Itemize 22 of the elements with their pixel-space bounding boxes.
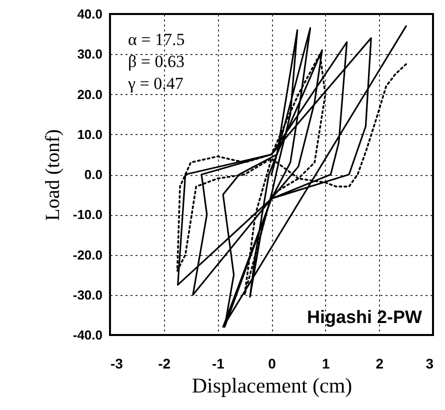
y-tick-label: 10.0 bbox=[77, 126, 102, 142]
annotation: γ = 0.47 bbox=[127, 74, 184, 93]
x-tick-label: 0 bbox=[268, 356, 276, 372]
y-axis-title: Load (tonf) bbox=[42, 129, 64, 221]
x-tick-label: -3 bbox=[110, 356, 124, 372]
x-tick-label: -2 bbox=[158, 356, 171, 372]
x-axis-title: Displacement (cm) bbox=[192, 374, 352, 398]
annotation: β = 0.63 bbox=[128, 52, 184, 71]
y-tick-label: -10.0 bbox=[72, 207, 102, 222]
y-tick-label: -40.0 bbox=[72, 328, 102, 342]
y-tick-label: -20.0 bbox=[72, 247, 102, 262]
x-tick-label: 3 bbox=[426, 356, 434, 372]
y-tick-label: -30.0 bbox=[72, 287, 102, 302]
y-tick-label: 20.0 bbox=[77, 86, 102, 102]
x-tick-label: 1 bbox=[322, 356, 330, 372]
x-tick-label: -1 bbox=[212, 356, 225, 372]
x-tick-label: 2 bbox=[376, 356, 384, 372]
y-tick-label: 30.0 bbox=[77, 46, 102, 62]
y-tick-label: 40.0 bbox=[77, 6, 102, 22]
annotation: Higashi 2-PW bbox=[306, 307, 422, 327]
annotation: α = 17.5 bbox=[128, 30, 185, 49]
y-tick-label: 0.0 bbox=[84, 167, 102, 182]
